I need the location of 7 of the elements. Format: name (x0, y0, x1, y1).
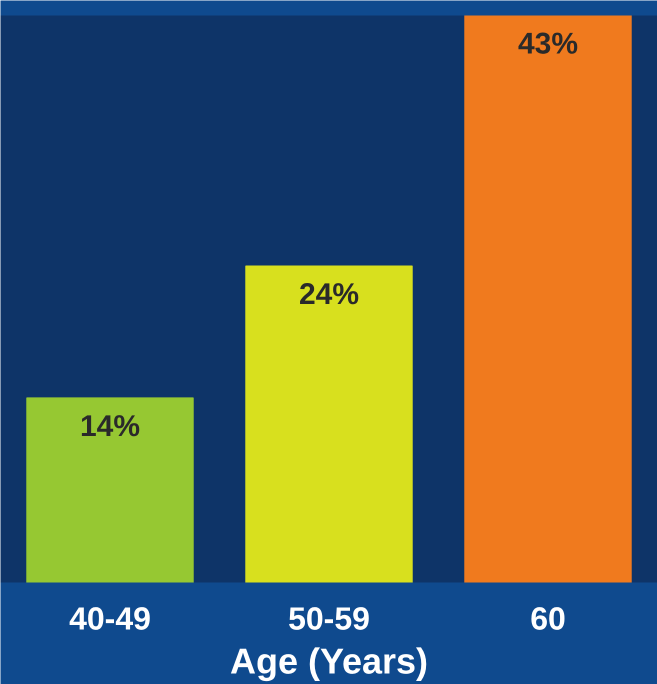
data-label: 24% (298, 278, 360, 312)
x-tick-label: 60 (530, 600, 566, 636)
x-tick-label: 50-59 (288, 600, 370, 636)
x-axis-title: Age (Years) (230, 640, 428, 682)
data-label: 43% (518, 28, 578, 60)
data-label: 14% (80, 410, 140, 443)
x-tick-label: 40-49 (69, 600, 151, 636)
